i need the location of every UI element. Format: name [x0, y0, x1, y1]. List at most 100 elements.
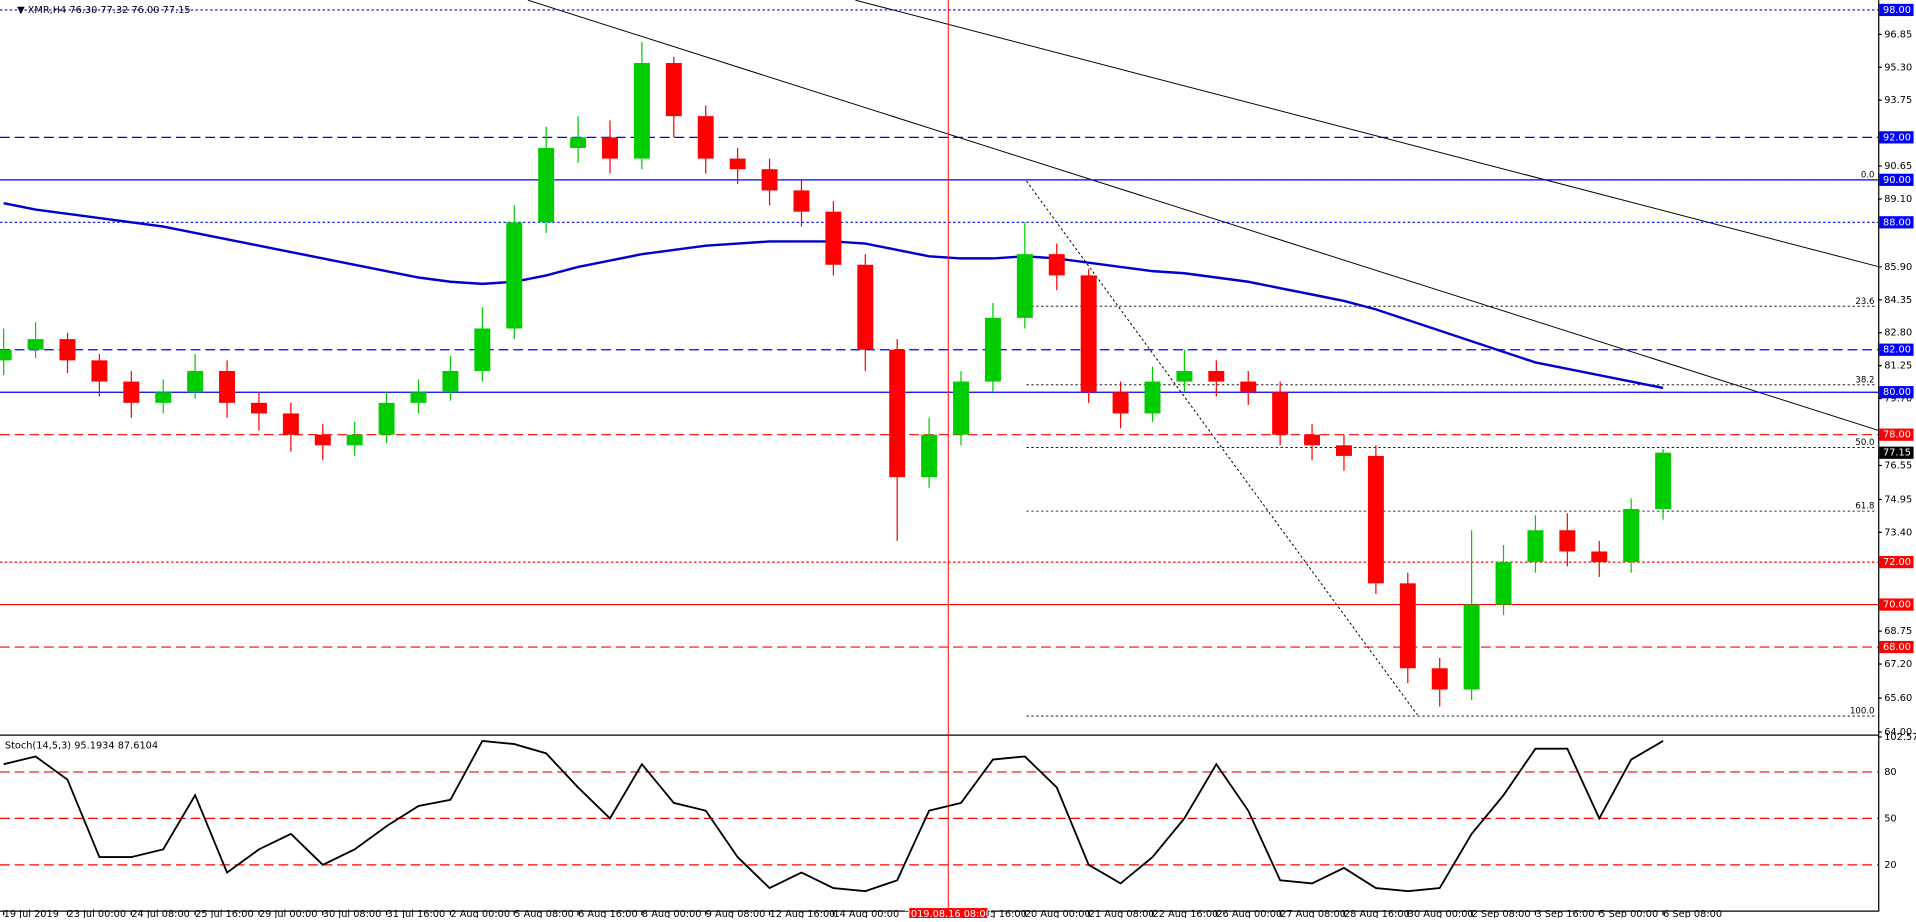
- y-tick-label: 74.95: [1884, 494, 1912, 505]
- candle-body: [1495, 562, 1512, 605]
- x-tick-label: 23 Jul 00:00: [67, 909, 126, 918]
- y-tick-label: 96.85: [1884, 29, 1912, 40]
- x-tick-label: 30 Jul 08:00: [323, 909, 382, 918]
- candle-body: [953, 381, 970, 435]
- x-tick-label: 26 Aug 00:00: [1216, 909, 1282, 918]
- candle-body: [474, 328, 491, 371]
- candle-body: [59, 339, 76, 361]
- candle-body: [1272, 392, 1289, 435]
- candle-body: [91, 360, 108, 382]
- candle-body: [1623, 509, 1640, 563]
- fib-label: 50.0: [1855, 438, 1874, 448]
- y-tick-label: 79.70: [1884, 394, 1912, 405]
- level-label-box: [1879, 555, 1914, 569]
- level-label-box: [1879, 173, 1914, 186]
- candle-body: [506, 222, 523, 329]
- candle-body: [1208, 370, 1225, 382]
- y-tick-label: 68.75: [1884, 626, 1912, 637]
- level-label: 92.00: [1883, 132, 1911, 143]
- candle-body: [633, 63, 650, 159]
- candle-body: [1112, 392, 1129, 414]
- candle-body: [1399, 583, 1416, 669]
- candle-body: [1463, 604, 1480, 690]
- level-label-box: [1879, 131, 1914, 144]
- x-tick-label: 5 Sep 00:00: [1599, 909, 1658, 918]
- candle-body: [1048, 254, 1065, 276]
- y-tick-label: 89.10: [1884, 194, 1912, 205]
- y-tick-label: 95.30: [1884, 62, 1912, 73]
- candle-body: [1431, 668, 1448, 690]
- level-label: 78.00: [1883, 430, 1911, 441]
- candle-body: [1655, 452, 1672, 510]
- level-label: 98.00: [1883, 5, 1911, 16]
- level-label: 70.00: [1883, 600, 1911, 611]
- trendline: [527, 0, 1879, 431]
- x-tick-label: 31 Jul 16:00: [387, 909, 446, 918]
- candle-body: [857, 264, 874, 350]
- x-tick-label: 29 Jul 00:00: [259, 909, 318, 918]
- candle-body: [665, 63, 682, 117]
- level-label-box: [1879, 386, 1914, 399]
- candle-body: [984, 317, 1001, 382]
- level-label-box: [1879, 640, 1914, 654]
- candle-body: [282, 413, 299, 435]
- fib-label: 100.0: [1850, 707, 1874, 717]
- stoch-title: Stoch(14,5,3) 95.1934 87.6104: [5, 741, 158, 752]
- candle-body: [410, 392, 427, 403]
- candle-body: [793, 190, 810, 212]
- x-tick-label: 30 Aug 00:00: [1408, 909, 1474, 918]
- level-label-box: [1879, 216, 1914, 229]
- y-tick-label: 90.65: [1884, 161, 1912, 172]
- x-tick-label: 24 Jul 08:00: [131, 909, 190, 918]
- x-tick-label: 21 Aug 08:00: [1089, 909, 1155, 918]
- x-tick-label: 2 Sep 08:00: [1472, 909, 1531, 918]
- candle-body: [1367, 455, 1384, 584]
- candle-body: [697, 116, 714, 159]
- level-label-box: [1879, 3, 1914, 17]
- candle-body: [314, 434, 331, 446]
- level-label: 88.00: [1883, 217, 1911, 228]
- y-tick-label: 50: [1884, 813, 1896, 824]
- y-tick-label: 81.25: [1884, 361, 1912, 372]
- current-price-box: [1879, 446, 1914, 459]
- y-tick-label: 85.90: [1884, 262, 1912, 273]
- candle-body: [250, 402, 267, 414]
- fib-label: 23.6: [1855, 297, 1874, 307]
- candle-body: [825, 211, 842, 265]
- stoch-line: [3, 740, 1664, 893]
- candle-body: [889, 349, 906, 478]
- candle-body: [442, 370, 459, 393]
- candle-body: [1144, 381, 1161, 414]
- candle-body: [570, 137, 587, 148]
- candle-body: [1559, 530, 1576, 552]
- candle-body: [1176, 370, 1193, 382]
- candle-body: [761, 169, 778, 191]
- current-price-label: 77.15: [1883, 448, 1911, 459]
- candle-body: [921, 434, 938, 478]
- x-tick-label: 19 Jul 2019: [4, 909, 59, 918]
- x-tick-label: 9 Aug 08:00: [706, 909, 766, 918]
- candle-body: [1080, 275, 1097, 393]
- y-tick-label: 93.75: [1884, 95, 1912, 106]
- candle-body: [1335, 445, 1352, 456]
- x-tick-label: 3 Sep 16:00: [1535, 909, 1594, 918]
- x-tick-label: 14 Aug 00:00: [833, 909, 899, 918]
- candle-body: [1527, 530, 1544, 563]
- candle-body: [123, 381, 140, 403]
- y-tick-label: 84.35: [1884, 295, 1912, 306]
- x-tick-label: 25 Jul 16:00: [195, 909, 254, 918]
- y-tick-label: 65.60: [1884, 693, 1912, 704]
- y-tick-label: 102.5755: [1884, 732, 1916, 743]
- candle-body: [1016, 254, 1033, 318]
- crosshair-label-box: [909, 908, 988, 920]
- fib-label: 61.8: [1855, 502, 1874, 512]
- x-tick-label: 20 Aug 00:00: [1025, 909, 1091, 918]
- x-tick-label: 5 Aug 08:00: [514, 909, 574, 918]
- y-tick-label: 20: [1884, 860, 1896, 871]
- level-label: 68.00: [1883, 642, 1911, 653]
- level-label-box: [1879, 343, 1914, 356]
- y-tick-label: 73.40: [1884, 527, 1912, 538]
